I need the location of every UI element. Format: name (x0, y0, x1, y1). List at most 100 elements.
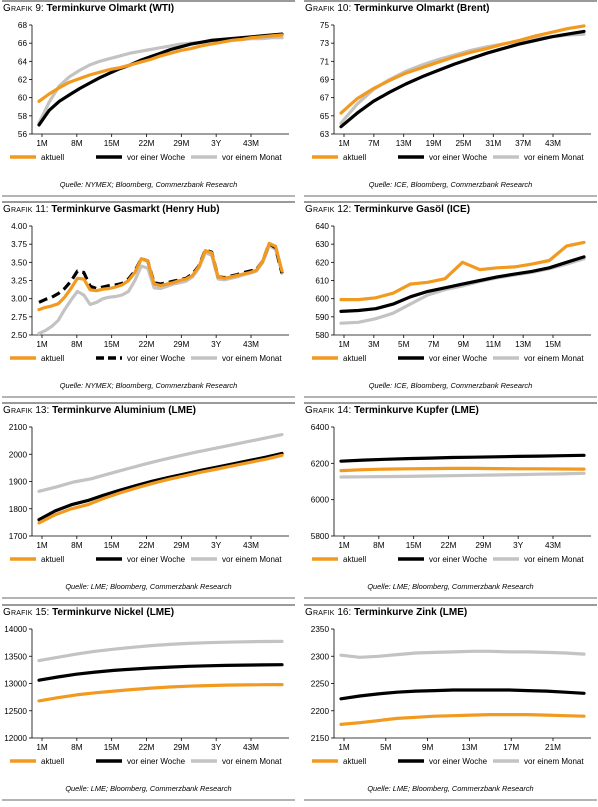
x-tick-label: 29M (173, 139, 189, 148)
grafik-number: 15: (35, 607, 50, 618)
x-tick-label: 43M (243, 139, 259, 148)
y-tick-label: 1700 (9, 532, 28, 541)
y-tick-label: 640 (315, 222, 329, 231)
series-line-vor-einem-monat (339, 649, 586, 659)
bottom-rule (304, 799, 597, 801)
panel-title: Grafik 15: Terminkurve Nickel (LME) (3, 607, 174, 619)
grafik-number: 14: (337, 405, 352, 416)
y-tick-label: 65 (320, 112, 330, 121)
y-tick-label: 12000 (4, 734, 27, 743)
x-tick-label: 19M (426, 139, 442, 148)
x-tick-label: 43M (243, 340, 259, 349)
legend-label: aktuell (41, 757, 64, 766)
chart-panel: Grafik 11: Terminkurve Gasmarkt (Henry H… (2, 201, 295, 401)
x-tick-label: 13M (461, 743, 477, 752)
grafik-number: 13: (35, 405, 50, 416)
x-tick-label: 25M (455, 139, 471, 148)
y-tick-label: 580 (315, 331, 329, 340)
x-tick-label: 15M (104, 541, 120, 550)
legend-label: vor einem Monat (222, 757, 282, 766)
y-tick-label: 67 (320, 94, 330, 103)
x-tick-label: 3Y (211, 139, 222, 148)
panel-header: Grafik 10: Terminkurve Olmarkt (Brent) (304, 0, 597, 16)
legend-label: vor einem Monat (222, 555, 282, 564)
series-line-aktuell (37, 241, 284, 312)
chart-svg: 5800 6000 6200 6400 1M 8M 15M 22M 29M 3Y 43M aktuel… (311, 423, 591, 564)
bottom-rule (2, 799, 295, 801)
y-tick-label: 3.75 (11, 240, 27, 249)
y-tick-label: 2.75 (11, 313, 27, 322)
y-tick-label: 63 (320, 130, 330, 139)
y-tick-label: 2.50 (11, 331, 27, 340)
x-tick-label: 5M (380, 743, 392, 752)
y-tick-label: 600 (315, 295, 329, 304)
y-tick-label: 6200 (311, 459, 330, 468)
x-tick-label: 43M (545, 541, 561, 550)
chart-svg: 2.50 2.75 3.00 3.25 3.50 3.75 4.00 1M 8M 15M 22M 29… (10, 222, 289, 363)
y-tick-label: 610 (315, 277, 329, 286)
series-line-vor-einer-woche (339, 29, 586, 129)
x-tick-label: 22M (139, 139, 155, 148)
y-tick-label: 1900 (9, 478, 28, 487)
x-tick-label: 22M (139, 743, 155, 752)
chart-source: Quelle: LME; Bloomberg, Commerzbank Rese… (65, 784, 232, 793)
grafik-label: Grafik (3, 405, 33, 416)
y-tick-label: 5800 (311, 532, 330, 541)
chart-svg: 2150 2200 2250 2300 2350 1M 5M 9M 13M 17M 21M aktue… (311, 625, 591, 766)
legend-label: vor einem Monat (524, 555, 584, 564)
y-tick-label: 66 (18, 39, 28, 48)
chart-svg: 1700 1800 1900 2000 2100 1M 8M 15M 22M 29M 3Y 43M ak… (9, 423, 289, 564)
x-tick-label: 43M (243, 743, 259, 752)
x-tick-label: 15M (406, 541, 422, 550)
y-tick-label: 13500 (4, 652, 27, 661)
x-tick-label: 37M (515, 139, 531, 148)
chart-svg: 580 590 600 610 620 630 640 1M 3M 5M 7M 9M 11M 13M 15M… (312, 222, 591, 363)
x-tick-label: 1M (338, 743, 350, 752)
y-tick-label: 2200 (311, 707, 330, 716)
series-line-vor-einer-woche (37, 663, 284, 682)
grafik-label: Grafik (3, 607, 33, 618)
y-tick-label: 2100 (9, 423, 28, 432)
x-tick-label: 1M (338, 541, 350, 550)
x-tick-label: 31M (485, 139, 501, 148)
series-line-vor-einem-monat (37, 243, 284, 336)
x-tick-label: 1M (36, 541, 48, 550)
bottom-rule (304, 195, 597, 197)
series-line-aktuell (37, 682, 284, 703)
chart-title: Terminkurve Nickel (LME) (52, 607, 175, 618)
x-tick-label: 29M (173, 340, 189, 349)
chart-title: Terminkurve Kupfer (LME) (354, 405, 479, 416)
chart-source: Quelle: NYMEX; Bloomberg, Commerzbank Re… (59, 180, 238, 189)
x-tick-label: 1M (36, 139, 48, 148)
x-tick-label: 13M (515, 340, 531, 349)
legend-label: vor einer Woche (127, 555, 186, 564)
bottom-rule (304, 597, 597, 599)
series-line-aktuell (37, 453, 284, 525)
grafik-label: Grafik (305, 3, 335, 14)
y-tick-label: 14000 (4, 625, 27, 634)
bottom-rule (304, 396, 597, 398)
x-tick-label: 13M (396, 139, 412, 148)
x-tick-label: 8M (71, 139, 83, 148)
x-tick-label: 9M (458, 340, 470, 349)
grafik-label: Grafik (305, 607, 335, 618)
legend-label: vor einer Woche (429, 555, 488, 564)
grafik-label: Grafik (305, 204, 335, 215)
legend-label: vor einer Woche (429, 354, 488, 363)
y-tick-label: 3.50 (11, 258, 27, 267)
x-tick-label: 22M (441, 541, 457, 550)
x-tick-label: 3Y (211, 743, 222, 752)
y-tick-label: 2000 (9, 450, 28, 459)
legend-label: aktuell (41, 354, 64, 363)
y-tick-label: 1800 (9, 505, 28, 514)
grafik-number: 11: (35, 204, 49, 215)
series-line-aktuell (339, 466, 586, 473)
y-tick-label: 69 (320, 76, 330, 85)
y-tick-label: 620 (315, 258, 329, 267)
panel-header: Grafik 15: Terminkurve Nickel (LME) (2, 604, 295, 620)
x-tick-label: 3Y (513, 541, 524, 550)
y-tick-label: 630 (315, 240, 329, 249)
x-tick-label: 15M (104, 139, 120, 148)
x-tick-label: 17M (503, 743, 519, 752)
x-tick-label: 43M (545, 139, 561, 148)
